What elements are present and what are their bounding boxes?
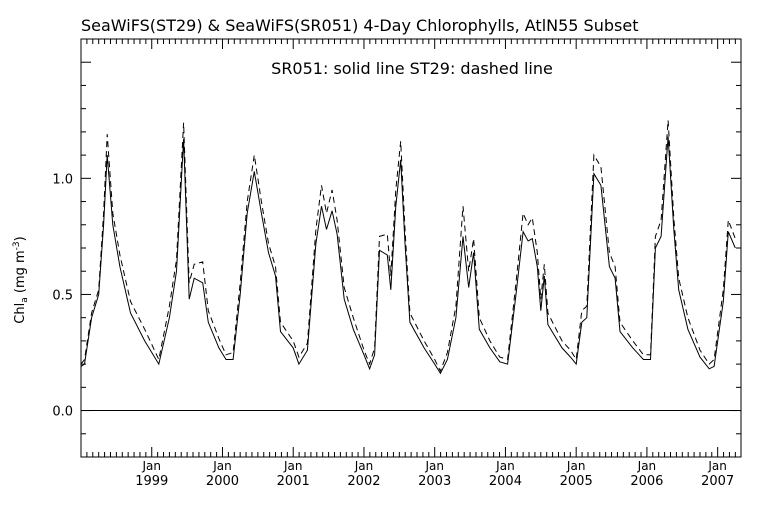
y-label-unit-start: (mg m xyxy=(13,250,28,297)
x-tick-label-year: 2006 xyxy=(630,474,663,489)
x-tick-label-year: 2007 xyxy=(701,474,734,489)
x-tick-label-month: Jan xyxy=(354,459,374,473)
y-tick-label: 0.5 xyxy=(52,288,73,303)
x-tick-label-month: Jan xyxy=(707,459,727,473)
x-tick-label-month: Jan xyxy=(283,459,303,473)
y-label-unit-end: ) xyxy=(13,236,28,241)
x-tick-label-year: 2003 xyxy=(418,474,451,489)
x-tick-label-year: 2001 xyxy=(277,474,310,489)
x-tick-label-month: Jan xyxy=(141,459,161,473)
x-tick-label-month: Jan xyxy=(212,459,232,473)
series-layer xyxy=(80,120,741,412)
x-tick-label-year: 2000 xyxy=(206,474,239,489)
y-tick-label: 1.0 xyxy=(52,172,73,187)
plot-frame xyxy=(80,38,742,458)
x-tick-label-year: 1999 xyxy=(135,474,168,489)
y-axis-label: Chla (mg m-3) xyxy=(12,236,30,323)
x-tick-label-month: Jan xyxy=(495,459,515,473)
x-tick-label-month: Jan xyxy=(566,459,586,473)
x-tick-label-year: 2004 xyxy=(489,474,522,489)
chart-subtitle: SR051: solid line ST29: dashed line xyxy=(271,59,553,78)
chart-title: SeaWiFS(ST29) & SeaWiFS(SR051) 4-Day Chl… xyxy=(81,16,638,35)
x-tick-label-year: 2005 xyxy=(560,474,593,489)
series-line-sr051 xyxy=(80,136,736,375)
x-tick-label-month: Jan xyxy=(424,459,444,473)
x-tick-label-month: Jan xyxy=(637,459,657,473)
x-tick-label-year: 2002 xyxy=(347,474,380,489)
y-label-sub: a xyxy=(20,297,30,303)
series-line-st29 xyxy=(80,120,736,373)
y-label-main: Chl xyxy=(13,303,28,324)
y-label-unit-exp: -3 xyxy=(12,241,22,250)
axis-ticks: 0.00.51.0Jan1999Jan2000Jan2001Jan2002Jan… xyxy=(52,38,741,489)
y-tick-label: 0.0 xyxy=(52,405,73,420)
